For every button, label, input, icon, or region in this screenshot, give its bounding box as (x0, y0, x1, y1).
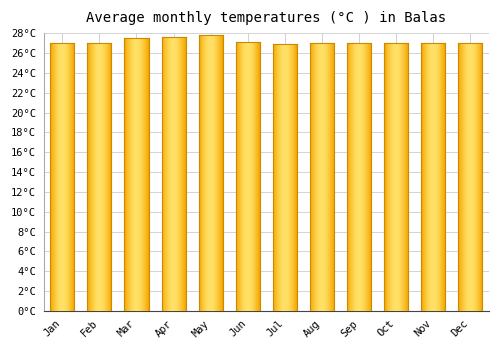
Title: Average monthly temperatures (°C ) in Balas: Average monthly temperatures (°C ) in Ba… (86, 11, 446, 25)
